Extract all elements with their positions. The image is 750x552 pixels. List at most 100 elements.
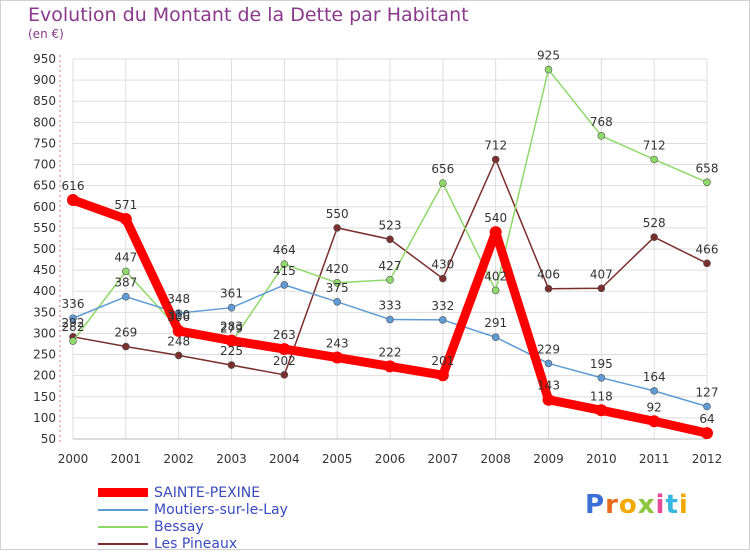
legend-swatch: [98, 525, 148, 528]
series-point-0: [225, 334, 238, 347]
series-group: [67, 65, 713, 440]
y-tick-label: 850: [33, 94, 56, 108]
legend-label: Bessay: [154, 518, 204, 535]
logo-letter: t: [665, 490, 679, 520]
data-label: 361: [220, 287, 243, 301]
data-label: 92: [647, 400, 662, 414]
series-point-3: [597, 284, 606, 293]
logo-letter: o: [618, 490, 638, 520]
series-point-1: [650, 387, 658, 395]
y-tick-label: 900: [33, 73, 56, 87]
y-tick-label: 100: [33, 411, 56, 425]
y-tick-label: 950: [33, 52, 56, 66]
legend-item-bessay: Bessay: [98, 518, 288, 535]
x-tick-label: 2006: [375, 452, 406, 466]
series-point-2: [597, 132, 606, 140]
series-point-1: [439, 316, 447, 324]
data-label: 550: [326, 207, 349, 221]
series-point-0: [278, 343, 291, 356]
data-label: 195: [590, 357, 613, 371]
chart-title: Evolution du Montant de la Dette par Hab…: [28, 4, 469, 26]
legend-label: SAINTE-PEXINE: [154, 484, 261, 501]
series-point-2: [280, 260, 289, 269]
data-label: 283: [220, 320, 243, 334]
data-label: 336: [62, 297, 85, 311]
series-point-3: [491, 155, 500, 164]
series-point-3: [386, 235, 394, 244]
series-point-1: [491, 333, 500, 342]
x-tick-label: 2002: [163, 452, 194, 466]
series-point-0: [595, 404, 608, 417]
y-tick-label: 300: [33, 326, 56, 340]
series-point-0: [172, 324, 185, 337]
x-tick-label: 2009: [533, 452, 564, 466]
legend-swatch: [98, 542, 148, 545]
y-tick-label: 350: [33, 305, 56, 319]
data-label: 656: [431, 162, 454, 176]
data-label: 243: [326, 337, 349, 351]
data-label: 375: [326, 281, 349, 295]
data-label: 925: [537, 49, 560, 63]
data-label: 229: [537, 342, 560, 356]
series-point-3: [122, 342, 130, 351]
series-point-3: [650, 233, 658, 241]
data-label: 712: [484, 138, 507, 152]
y-tick-label: 200: [33, 369, 56, 383]
data-label: 528: [643, 216, 666, 230]
legend-item-moutiers: Moutiers-sur-le-Lay: [98, 501, 288, 518]
x-tick-label: 2012: [692, 452, 723, 466]
logo-letter: r: [605, 490, 619, 520]
series-point-3: [439, 274, 447, 283]
series-point-0: [119, 213, 132, 226]
y-tick-label: 50: [41, 432, 56, 446]
series-point-1: [122, 292, 130, 301]
y-tick-label: 800: [33, 115, 56, 129]
data-label: 143: [537, 379, 560, 393]
series-point-3: [227, 361, 236, 369]
x-tick-label: 2010: [586, 452, 617, 466]
series-point-3: [280, 371, 289, 379]
data-label: 279: [220, 321, 243, 335]
x-tick-label: 2000: [58, 452, 89, 466]
data-label: 310: [167, 308, 190, 322]
data-label: 248: [167, 334, 190, 348]
data-label: 523: [379, 218, 402, 232]
data-label: 430: [431, 258, 454, 272]
legend-item-sainte-pexine: SAINTE-PEXINE: [98, 484, 288, 501]
data-label: 118: [590, 389, 613, 403]
data-label: 306: [167, 310, 190, 324]
data-label: 768: [590, 115, 613, 129]
x-tick-label: 2001: [111, 452, 142, 466]
series-point-0: [648, 415, 661, 428]
series-point-2: [333, 278, 341, 287]
series-point-0: [384, 360, 396, 373]
x-tick-label: 2007: [428, 452, 459, 466]
data-label: 420: [326, 262, 349, 276]
legend-label: Les Pineaux: [154, 535, 238, 552]
data-label: 222: [379, 345, 402, 359]
data-label: 466: [696, 242, 719, 256]
y-tick-label: 150: [33, 390, 56, 404]
data-label: 616: [62, 179, 85, 193]
data-label: 387: [114, 276, 137, 290]
data-label: 291: [484, 316, 507, 330]
data-label: 201: [431, 354, 454, 368]
x-tick-label: 2005: [322, 452, 353, 466]
data-label: 658: [696, 161, 719, 175]
data-label: 427: [379, 259, 402, 273]
y-tick-label: 700: [33, 158, 56, 172]
legend: SAINTE-PEXINE Moutiers-sur-le-Lay Bessay…: [98, 484, 288, 552]
series-point-1: [386, 315, 394, 324]
data-label: 415: [273, 264, 296, 278]
data-label: 202: [273, 354, 296, 368]
x-axis: 2000 2001 2002 2003 2004 2005 2006 2007 2008 2009…: [58, 452, 723, 466]
series-point-0: [436, 369, 449, 382]
data-labels: 616 571 306 283 263 243 222 201 540 143 118 92 64 336…: [62, 49, 719, 427]
data-label: 292: [62, 316, 85, 330]
series-point-2: [439, 179, 447, 187]
y-tick-label: 250: [33, 348, 56, 362]
series-point-2: [122, 267, 130, 276]
data-label: 407: [590, 267, 613, 281]
logo-letter: i: [655, 490, 666, 520]
